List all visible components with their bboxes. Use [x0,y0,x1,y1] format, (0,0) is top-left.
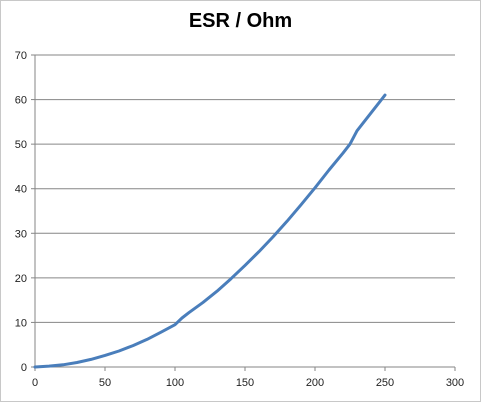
y-tick-label-20: 20 [15,273,27,285]
x-tick-label-50: 50 [99,377,111,389]
y-tick-label-60: 60 [15,95,27,107]
y-tick-label-70: 70 [15,50,27,62]
x-tick-label-0: 0 [32,377,38,389]
y-tick-label-0: 0 [21,362,27,374]
x-tick-label-150: 150 [236,377,254,389]
y-tick-label-50: 50 [15,139,27,151]
y-tick-label-10: 10 [15,317,27,329]
y-tick-label-40: 40 [15,184,27,196]
x-tick-label-100: 100 [166,377,184,389]
y-tick-label-30: 30 [15,228,27,240]
x-tick-label-300: 300 [446,377,464,389]
x-tick-label-250: 250 [376,377,394,389]
x-tick-label-200: 200 [306,377,324,389]
series-line-0 [33,93,387,369]
chart-title: ESR / Ohm [188,10,293,32]
